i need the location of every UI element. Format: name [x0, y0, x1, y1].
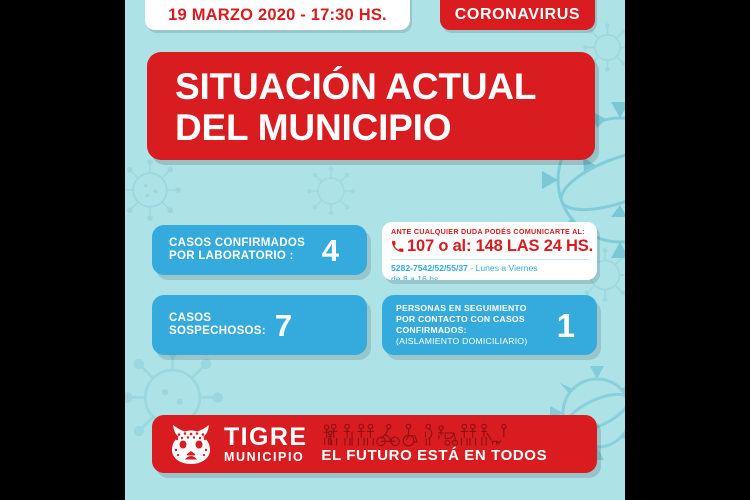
- page-title: SITUACIÓN ACTUAL DEL MUNICIPIO: [147, 52, 595, 160]
- card-suspected-label: CASOS SOSPECHOSOS:: [169, 312, 266, 339]
- infographic-canvas: 19 MARZO 2020 - 17:30 HS. CORONAVIRUS SI…: [125, 0, 625, 500]
- brand-lockup: TIGRE MUNICIPIO: [224, 422, 308, 464]
- card-suspected-label-line-2: SOSPECHOSOS:: [169, 325, 266, 337]
- contact-main-row: 107 o al: 148 LAS 24 HS.: [391, 237, 593, 256]
- virus-decoration-top-left: [125, 155, 185, 225]
- page-title-line-1: SITUACIÓN ACTUAL: [175, 66, 537, 107]
- footer-slogan-plain: EL FUTURO ESTÁ EN: [321, 447, 492, 464]
- brand-name-secondary: MUNICIPIO: [224, 449, 305, 464]
- date-badge-text: 19 MARZO 2020 - 17:30 HS.: [168, 6, 387, 24]
- footer-bar: TIGRE MUNICIPIO: [152, 415, 597, 473]
- letterbox-right: [625, 0, 750, 500]
- coronavirus-badge-text: CORONAVIRUS: [454, 6, 581, 23]
- footer-slogan: EL FUTURO ESTÁ EN TODOS: [321, 447, 547, 464]
- card-confirmed-value: 4: [321, 232, 339, 268]
- contact-hours-2: de 8 a 16 hs.: [391, 273, 441, 281]
- card-contact-info: ANTE CUALQUIER DUDA PODÉS COMUNICARTE AL…: [382, 222, 597, 280]
- card-followup-label: PERSONAS EN SEGUIMIENTO POR CONTACTO CON…: [396, 303, 527, 347]
- jaguar-head-icon: [166, 422, 216, 466]
- card-followup-cases: PERSONAS EN SEGUIMIENTO POR CONTACTO CON…: [382, 295, 597, 355]
- virus-decoration-center-small: [305, 165, 357, 217]
- card-confirmed-cases: CASOS CONFIRMADOS POR LABORATORIO : 4: [152, 225, 367, 275]
- people-pictograms-icon: [321, 423, 597, 447]
- card-followup-label-line-3: CONFIRMADOS:: [396, 325, 467, 335]
- contact-hours-1: - Lunes a Viernes: [467, 263, 538, 273]
- page-title-line-2: DEL MUNICIPIO: [175, 107, 452, 148]
- card-followup-value: 1: [556, 306, 575, 344]
- brand-name-primary: TIGRE: [224, 422, 308, 451]
- card-confirmed-label-line-2: POR LABORATORIO :: [169, 250, 294, 262]
- card-confirmed-label: CASOS CONFIRMADOS POR LABORATORIO :: [169, 237, 305, 264]
- card-confirmed-label-line-1: CASOS CONFIRMADOS: [169, 236, 306, 249]
- coronavirus-badge: CORONAVIRUS: [440, 0, 595, 30]
- card-suspected-value: 7: [274, 307, 293, 343]
- contact-alt-line: 5282-7542/52/55/37 - Lunes a Viernes: [391, 263, 589, 274]
- contact-alt-numbers: 5282-7542/52/55/37: [391, 263, 468, 273]
- footer-right-group: EL FUTURO ESTÁ EN TODOS: [321, 423, 597, 465]
- contact-divider: [391, 259, 589, 260]
- date-badge: 19 MARZO 2020 - 17:30 HS.: [145, 0, 410, 30]
- card-followup-label-line-4: (AISLAMIENTO DOMICILIARIO): [396, 336, 528, 346]
- card-followup-label-line-2: POR CONTACTO CON CASOS: [396, 314, 525, 324]
- phone-icon: [391, 240, 404, 253]
- card-followup-label-line-1: PERSONAS EN SEGUIMIENTO: [396, 303, 527, 313]
- contact-header: ANTE CUALQUIER DUDA PODÉS COMUNICARTE AL…: [391, 227, 585, 236]
- card-suspected-cases: CASOS SOSPECHOSOS: 7: [152, 295, 367, 355]
- card-suspected-label-line-1: CASOS: [169, 311, 212, 324]
- footer-slogan-strong: TODOS: [491, 447, 548, 464]
- contact-main-numbers: 107 o al: 148 LAS 24 HS.: [407, 237, 593, 255]
- letterbox-left: [0, 0, 125, 500]
